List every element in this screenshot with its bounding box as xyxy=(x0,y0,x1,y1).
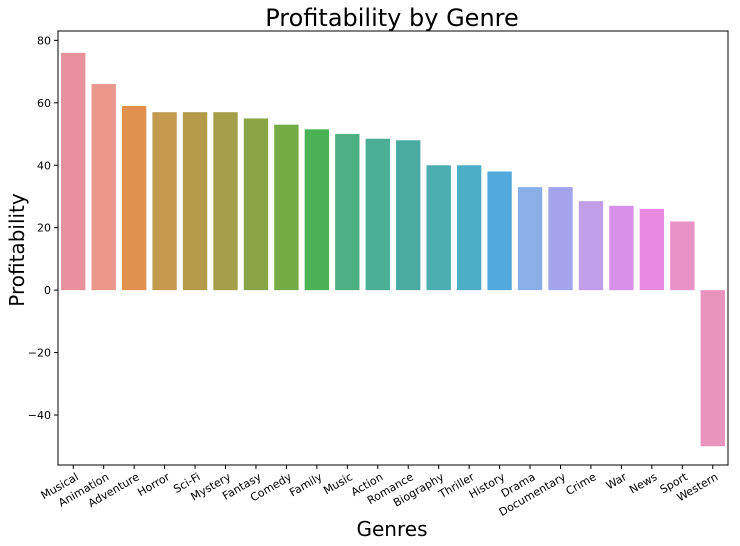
x-axis-label: Genres xyxy=(357,517,428,541)
bar-horror xyxy=(152,112,177,291)
y-tick-label: 20 xyxy=(37,222,51,235)
y-axis: −40 −20 0 20 40 60 80 xyxy=(28,34,58,422)
y-tick-label: 80 xyxy=(37,34,51,47)
bar-war xyxy=(609,205,634,291)
bar-western xyxy=(700,290,725,447)
bar-action xyxy=(365,138,390,291)
bar-thriller xyxy=(456,165,482,291)
x-tick-label: Horror xyxy=(135,470,172,499)
y-tick-label: 60 xyxy=(37,97,51,110)
x-tick-label: News xyxy=(627,470,659,496)
bar-music xyxy=(335,134,360,291)
bar-mystery xyxy=(213,112,238,291)
y-tick-label: −20 xyxy=(28,347,51,360)
bar-biography xyxy=(426,165,451,291)
x-tick-label: Crime xyxy=(564,470,599,498)
bar-sci-fi xyxy=(182,112,208,291)
y-tick-label: 40 xyxy=(37,159,51,172)
bar-family xyxy=(304,129,330,291)
bar-fantasy xyxy=(243,118,269,291)
x-tick-label: Family xyxy=(287,470,325,499)
y-tick-label: −40 xyxy=(28,409,51,422)
y-tick-label: 0 xyxy=(44,284,51,297)
y-axis-label: Profitability xyxy=(5,193,29,307)
bar-animation xyxy=(91,84,116,291)
plot-frame xyxy=(57,30,729,466)
bar-drama xyxy=(517,187,543,291)
chart-title: Profitability by Genre xyxy=(265,4,519,32)
bars-group xyxy=(61,52,725,447)
bar-crime xyxy=(578,201,604,291)
x-tick-label: War xyxy=(604,470,629,492)
bar-history xyxy=(487,171,512,291)
bar-romance xyxy=(396,140,421,291)
x-tick-label: Music xyxy=(321,470,355,497)
bar-comedy xyxy=(274,124,299,291)
bar-news xyxy=(639,208,665,291)
bar-musical xyxy=(61,52,86,291)
x-tick-label: History xyxy=(467,470,508,501)
bar-adventure xyxy=(121,105,147,291)
bar-documentary xyxy=(548,187,573,291)
bar-sport xyxy=(670,221,695,291)
